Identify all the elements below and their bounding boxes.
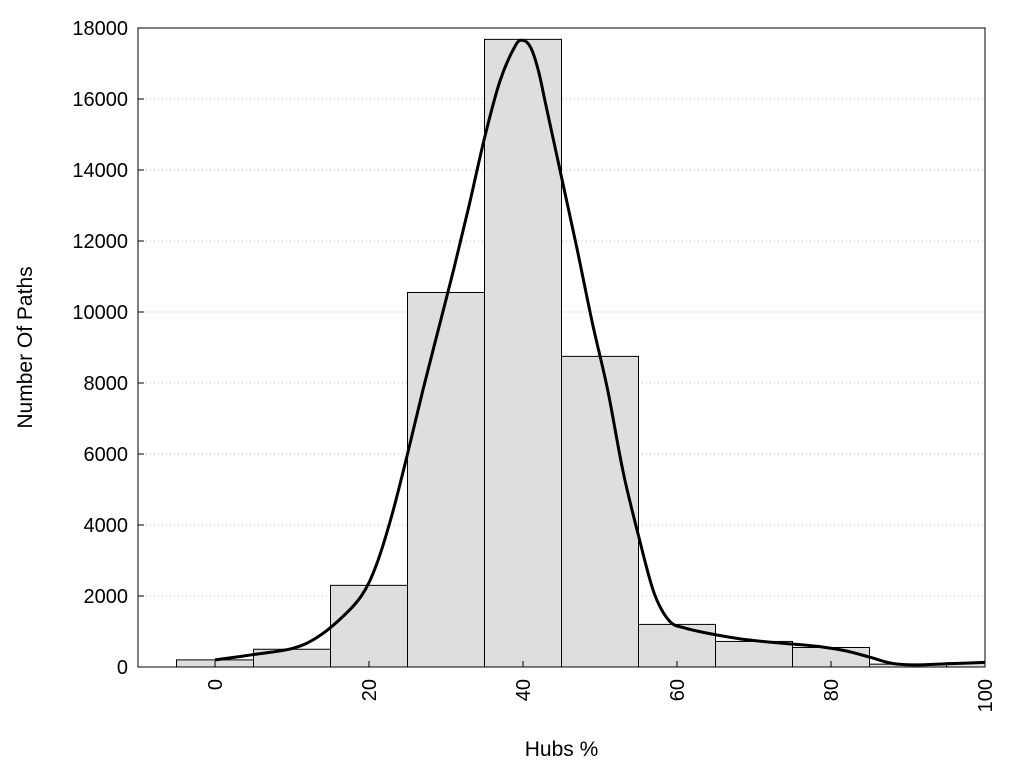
density-curve [214,38,986,667]
x-tick-label: 0 [205,679,227,690]
y-tick-label: 8000 [84,373,129,395]
plot-frame [137,27,986,668]
histogram-bar [561,355,639,668]
y-axis-label: Number Of Paths [14,266,37,428]
y-tick-label: 2000 [84,586,129,608]
x-tick-label: 60 [667,679,689,701]
y-tick-label: 4000 [84,515,129,537]
y-tick-label: 6000 [84,444,129,466]
y-tick-label: 10000 [72,302,128,324]
y-tick-label: 14000 [72,160,128,182]
histogram-bar [330,584,408,668]
y-tick-label: 16000 [72,89,128,111]
x-tick-label: 80 [821,679,843,701]
y-tick-label: 18000 [72,18,128,40]
histogram-bar [484,38,562,668]
y-tick-label: 0 [117,657,128,679]
bar-layer [176,38,986,668]
curve-layer [214,38,986,667]
x-tick-label: 100 [975,679,997,712]
histogram-bar [407,291,485,668]
x-tick-label: 40 [513,679,535,701]
histogram-bar [715,640,793,668]
histogram-bar [638,623,716,668]
y-tick-label: 12000 [72,231,128,253]
x-axis-label: Hubs % [525,738,599,761]
tick-layer: 0 2000 4000 6000 8000 10000 12000 14000 16000 180… [72,18,997,712]
x-tick-label: 20 [359,679,381,701]
